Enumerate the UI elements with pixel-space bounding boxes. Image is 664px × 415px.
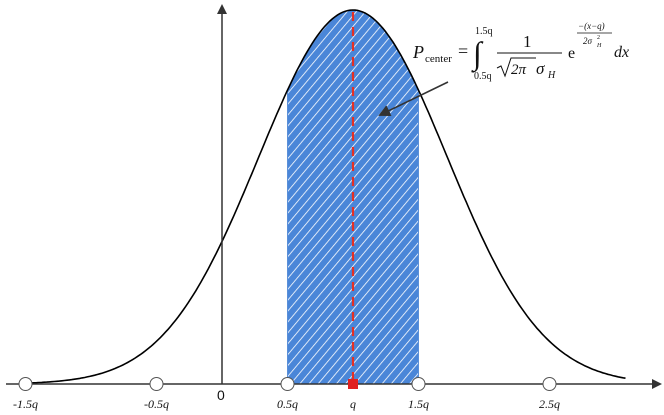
formula-sigma: σ — [536, 59, 545, 78]
formula-exp-numerator: −(x−q) — [578, 21, 605, 31]
formula-equals: = — [458, 41, 468, 61]
center-marker — [348, 379, 358, 389]
formula-sqrt-sign — [496, 57, 536, 78]
formula-exp-denominator-sub: H — [596, 43, 602, 49]
tick-marker-2 — [280, 377, 295, 391]
tick-label-0: -1.5q — [13, 397, 38, 411]
gaussian-curve — [18, 9, 626, 385]
formula-sqrt-radicand: 2π — [511, 62, 527, 78]
x-axis-ticks: -1.5q -0.5q 0.5q q 1.5q 2.5q — [13, 377, 560, 411]
origin-label: 0 — [217, 387, 225, 403]
tick-marker-0 — [18, 377, 33, 391]
tick-marker-4 — [411, 377, 426, 391]
formula-pointer-arrow — [378, 81, 449, 117]
formula-lhs-subscript: center — [425, 53, 452, 65]
tick-marker-5 — [542, 377, 557, 391]
formula-differential: dx — [614, 44, 629, 61]
formula-integral-sign: ∫ — [471, 35, 484, 73]
formula-lhs-symbol: P — [412, 42, 424, 62]
tick-label-1: -0.5q — [144, 397, 169, 411]
tick-label-2: 0.5q — [277, 397, 298, 411]
formula-upper-limit: 1.5q — [475, 26, 493, 37]
tick-label-5: 2.5q — [539, 397, 560, 411]
formula-sigma-subscript: H — [547, 70, 556, 81]
formula-exp-denominator-sup: 2 — [597, 35, 600, 41]
formula-exp-denominator: 2σ — [583, 36, 593, 46]
formula-lower-limit: 0.5q — [474, 71, 492, 82]
probability-formula: P center = ∫ 1.5q 0.5q 1 2π σ H e −(x−q)… — [412, 21, 629, 82]
tick-label-4: 1.5q — [408, 397, 429, 411]
tick-marker-1 — [149, 377, 164, 391]
formula-fraction-numerator: 1 — [523, 32, 532, 51]
formula-exp-base: e — [568, 45, 575, 62]
tick-label-3: q — [350, 397, 356, 411]
